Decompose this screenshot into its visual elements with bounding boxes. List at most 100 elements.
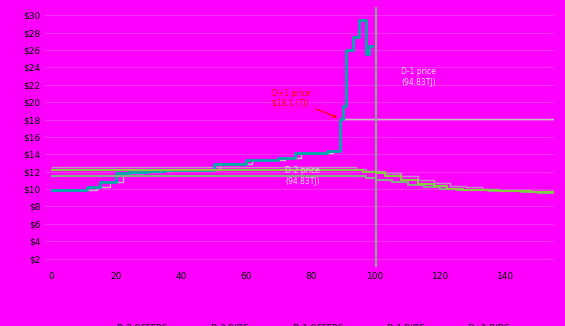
- D-1 OFFERS: [324, 151, 331, 155]
- D-1 OFFERS: [145, 170, 152, 174]
- D-2 BIDS: [414, 178, 421, 182]
- D-2 OFFERS: [217, 162, 224, 166]
- D-1 OFFERS: [210, 162, 217, 166]
- D-1 OFFERS: [113, 171, 120, 175]
- D-2 BIDS: [431, 181, 437, 185]
- D+1 BIDS: [431, 185, 437, 188]
- D-2 BIDS: [382, 171, 389, 175]
- D+1 BIDS: [511, 189, 518, 193]
- D-1 BIDS: [372, 265, 379, 269]
- D-2 OFFERS: [94, 185, 101, 189]
- D-2 BIDS: [398, 174, 405, 178]
- D+1 BIDS: [372, 170, 379, 174]
- D-2 BIDS: [479, 187, 486, 191]
- D-1 OFFERS: [113, 180, 120, 184]
- D-2 OFFERS: [281, 156, 288, 160]
- D-1 OFFERS: [162, 169, 168, 173]
- D-2 BIDS: [353, 167, 359, 171]
- D-2 BIDS: [463, 184, 470, 187]
- D-1 OFFERS: [366, 52, 372, 56]
- D+1 BIDS: [359, 168, 366, 172]
- D-2 OFFERS: [48, 188, 55, 192]
- D-1 OFFERS: [340, 117, 346, 121]
- D-2 BIDS: [496, 187, 502, 191]
- D+1 BIDS: [528, 189, 534, 193]
- D-1 OFFERS: [356, 18, 363, 22]
- D-2 OFFERS: [337, 149, 344, 153]
- D-1 OFFERS: [162, 168, 168, 172]
- D+1 BIDS: [528, 190, 534, 194]
- D+1 BIDS: [444, 185, 450, 188]
- D-2 OFFERS: [298, 152, 305, 156]
- Line: D+1 BIDS: D+1 BIDS: [51, 170, 554, 192]
- D+1 BIDS: [48, 168, 55, 172]
- D-1 OFFERS: [363, 18, 370, 22]
- D-2 BIDS: [511, 187, 518, 191]
- D-2 OFFERS: [217, 168, 224, 172]
- D-1 OFFERS: [343, 105, 350, 109]
- D-2 BIDS: [528, 189, 534, 193]
- D-2 BIDS: [550, 189, 557, 193]
- D-2 OFFERS: [107, 185, 114, 189]
- D-2 BIDS: [528, 188, 534, 192]
- D+1 BIDS: [431, 182, 437, 186]
- D+1 BIDS: [459, 188, 466, 192]
- D-1 OFFERS: [343, 48, 350, 52]
- D-2 OFFERS: [298, 156, 305, 160]
- D-1 OFFERS: [242, 158, 249, 162]
- D-2 OFFERS: [120, 180, 127, 184]
- D-2 BIDS: [511, 188, 518, 192]
- D-2 OFFERS: [337, 117, 344, 121]
- D-2 OFFERS: [281, 158, 288, 162]
- D+1 BIDS: [479, 188, 486, 192]
- D+1 BIDS: [414, 182, 421, 186]
- D-1 OFFERS: [275, 158, 282, 162]
- Legend: D-2 OFFERS, D-2 BIDS, D-1 OFFERS, D-1 BIDS, D+1 BIDS: D-2 OFFERS, D-2 BIDS, D-1 OFFERS, D-1 BI…: [86, 320, 513, 326]
- D+1 BIDS: [496, 188, 502, 192]
- D-2 OFFERS: [249, 158, 256, 162]
- D-2 OFFERS: [158, 169, 165, 173]
- D-2 OFFERS: [314, 152, 321, 156]
- Text: D-1 price
(94.83TJ): D-1 price (94.83TJ): [402, 67, 436, 87]
- D-1 OFFERS: [350, 48, 357, 52]
- D-2 BIDS: [363, 169, 370, 173]
- D+1 BIDS: [496, 189, 502, 193]
- D-1 OFFERS: [84, 185, 91, 189]
- D-2 OFFERS: [330, 151, 337, 155]
- D+1 BIDS: [511, 189, 518, 193]
- D-1 OFFERS: [84, 188, 91, 192]
- D+1 BIDS: [398, 178, 405, 182]
- D-2 BIDS: [382, 169, 389, 173]
- D-1 OFFERS: [324, 149, 331, 153]
- D-2 BIDS: [431, 178, 437, 182]
- D-2 OFFERS: [168, 169, 175, 173]
- D-1 OFFERS: [366, 44, 372, 48]
- D-1 OFFERS: [145, 169, 152, 173]
- D-2 OFFERS: [120, 171, 127, 175]
- D-2 BIDS: [447, 184, 454, 187]
- D-2 OFFERS: [139, 171, 146, 175]
- D-1 OFFERS: [126, 170, 133, 174]
- D+1 BIDS: [359, 170, 366, 174]
- D-1 OFFERS: [350, 35, 357, 39]
- D-2 OFFERS: [168, 168, 175, 172]
- D+1 BIDS: [459, 187, 466, 191]
- D-2 BIDS: [414, 174, 421, 178]
- Line: D-2 OFFERS: D-2 OFFERS: [51, 119, 554, 190]
- Line: D-1 OFFERS: D-1 OFFERS: [51, 20, 372, 190]
- D+1 BIDS: [414, 178, 421, 182]
- D-1 OFFERS: [337, 117, 344, 121]
- D-1 OFFERS: [126, 171, 133, 175]
- D+1 BIDS: [550, 190, 557, 194]
- D-2 BIDS: [479, 185, 486, 189]
- D-2 OFFERS: [330, 149, 337, 153]
- D-1 OFFERS: [97, 185, 103, 189]
- D-1 OFFERS: [356, 35, 363, 39]
- D+1 BIDS: [372, 171, 379, 175]
- D-2 BIDS: [48, 165, 55, 169]
- Text: D-2 price
(94.83TJ): D-2 price (94.83TJ): [285, 167, 320, 186]
- D-2 BIDS: [447, 181, 454, 185]
- D-2 OFFERS: [139, 170, 146, 174]
- D-1 OFFERS: [48, 188, 55, 192]
- D-1 OFFERS: [337, 149, 344, 153]
